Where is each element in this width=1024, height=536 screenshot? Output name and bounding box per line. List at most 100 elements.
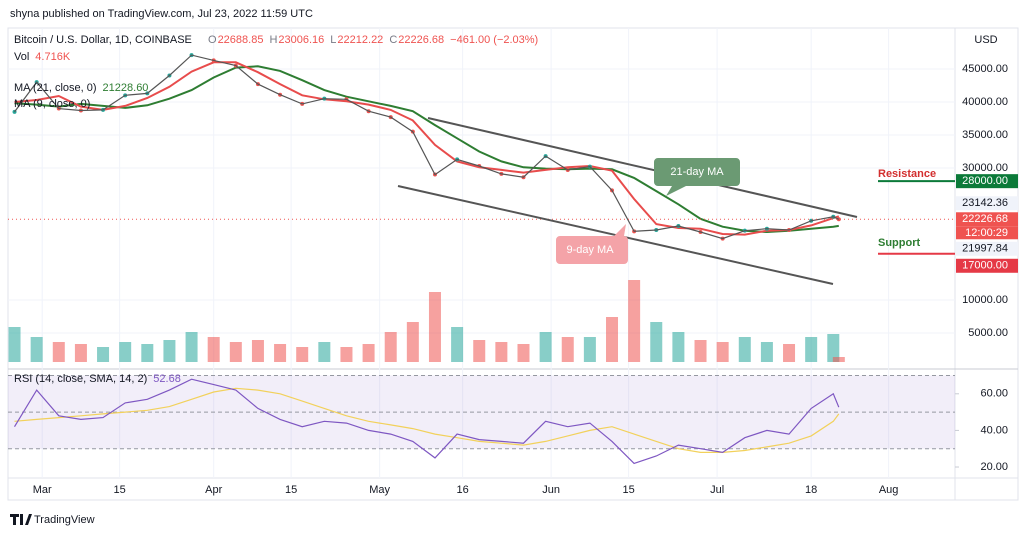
change: −461.00 (−2.03%) (450, 34, 538, 46)
volume-bar (832, 357, 845, 362)
footer: TradingView (10, 514, 95, 526)
rsi-tick-label: 20.00 (980, 461, 1008, 473)
channel-upper (427, 117, 858, 218)
currency: USD (974, 34, 997, 46)
price-tag-label: 21997.84 (962, 243, 1008, 255)
volume-bar (451, 327, 464, 362)
rsi-tick-label: 40.00 (980, 424, 1008, 436)
legend-name: MA (9, close, 0) (14, 98, 90, 110)
volume-bar (384, 332, 397, 362)
marks: Mar 15 Apr 15 May 16 Jun 15 Jul 18 Aug 5000.00 10000… (8, 53, 1018, 496)
volume-bar (606, 317, 619, 362)
legend-value: 21228.60 (103, 82, 149, 94)
ohlc-key: L (330, 34, 336, 46)
volume-bar (163, 340, 176, 362)
x-tick-label: 15 (622, 484, 634, 496)
callout-text: 21-day MA (670, 166, 724, 178)
volume-bar (716, 342, 729, 362)
volume-bar (97, 347, 110, 362)
volume-bar (362, 344, 375, 362)
ma21-callout: 21-day MA (654, 158, 740, 196)
volume-bar (185, 332, 198, 362)
price-tag (956, 212, 1018, 227)
volume-bar (30, 337, 43, 362)
price-tag (956, 196, 1018, 211)
ohlc-value: 23006.16 (278, 34, 324, 46)
volume-bar (672, 332, 685, 362)
y-tick-label: 35000.00 (962, 129, 1008, 141)
volume-bar (583, 337, 596, 362)
ohlc-key: C (389, 34, 397, 46)
volume-bar (428, 292, 441, 362)
x-tick-label: Apr (205, 484, 222, 496)
price-tag-label: 17000.00 (962, 260, 1008, 272)
volume-bar (340, 347, 353, 362)
x-tick-label: May (369, 484, 390, 496)
volume-bar (628, 280, 641, 362)
x-tick-label: 15 (114, 484, 126, 496)
ma9-callout: 9-day MA (556, 224, 628, 264)
price-tag (956, 241, 1018, 256)
y-tick-label: 10000.00 (962, 294, 1008, 306)
ohlc-key: O (208, 34, 217, 46)
volume-bar (8, 327, 21, 362)
x-tick-label: Jul (710, 484, 724, 496)
price-tag-label: 28000.00 (962, 175, 1008, 187)
support-label: Support (878, 237, 920, 249)
legend: Bitcoin / U.S. Dollar, 1D, COINBASE USD … (14, 34, 998, 385)
x-tick-label: 15 (285, 484, 297, 496)
volume-bar (738, 337, 751, 362)
moving-average (14, 61, 840, 236)
volume-bar (517, 344, 530, 362)
volume-bar (274, 344, 287, 362)
volume-bar (495, 342, 508, 362)
legend-name: MA (21, close, 0) (14, 82, 97, 94)
rsi-line (13, 378, 840, 465)
volume-bar (694, 340, 707, 362)
volume-bar (805, 337, 818, 362)
callout-text: 9-day MA (566, 244, 614, 256)
x-tick-label: 16 (457, 484, 469, 496)
price-tag-label: 22226.68 (962, 213, 1008, 225)
rsi-sma (14, 387, 840, 453)
volume-bar (74, 344, 87, 362)
volume-bar (141, 344, 154, 362)
logo (10, 514, 32, 525)
volume-bar (473, 340, 486, 362)
ohlc-key: H (269, 34, 277, 46)
price-tag-label: 23142.36 (962, 197, 1008, 209)
grid (8, 28, 959, 478)
volume-bar (296, 347, 309, 362)
volume-bar (119, 342, 132, 362)
volume-bar (561, 337, 574, 362)
countdown-tag (956, 226, 1018, 240)
volume-bar (539, 332, 552, 362)
ohlc-value: 22688.85 (218, 34, 264, 46)
price-tag (956, 258, 1018, 273)
volume-bar (406, 322, 419, 362)
y-tick-label: 5000.00 (968, 327, 1008, 339)
callout-box (654, 158, 740, 196)
volume-bar (52, 342, 65, 362)
ohlc-value: 22226.68 (398, 34, 444, 46)
volume-bar (760, 342, 773, 362)
price-tag (956, 174, 1018, 189)
x-tick-label: Jun (542, 484, 560, 496)
publish-header: shyna published on TradingView.com, Jul … (10, 8, 313, 20)
moving-average (14, 65, 839, 234)
price-line (14, 54, 840, 240)
countdown: 12:00:29 (965, 227, 1008, 239)
rsi-tick-label: 60.00 (980, 388, 1008, 400)
volume-bar (827, 334, 840, 362)
y-tick-label: 30000.00 (962, 162, 1008, 174)
footer-text: TradingView (34, 514, 95, 526)
volume-bar (783, 344, 796, 362)
legend-value: 4.716K (35, 51, 71, 63)
x-tick-label: Aug (879, 484, 899, 496)
legend-name: Vol (14, 51, 29, 63)
x-tick-label: 18 (805, 484, 817, 496)
legend-name: RSI (14, close, SMA, 14, 2) (14, 373, 147, 385)
volume-bar (207, 337, 220, 362)
symbol: Bitcoin / U.S. Dollar, 1D, COINBASE (14, 34, 192, 46)
